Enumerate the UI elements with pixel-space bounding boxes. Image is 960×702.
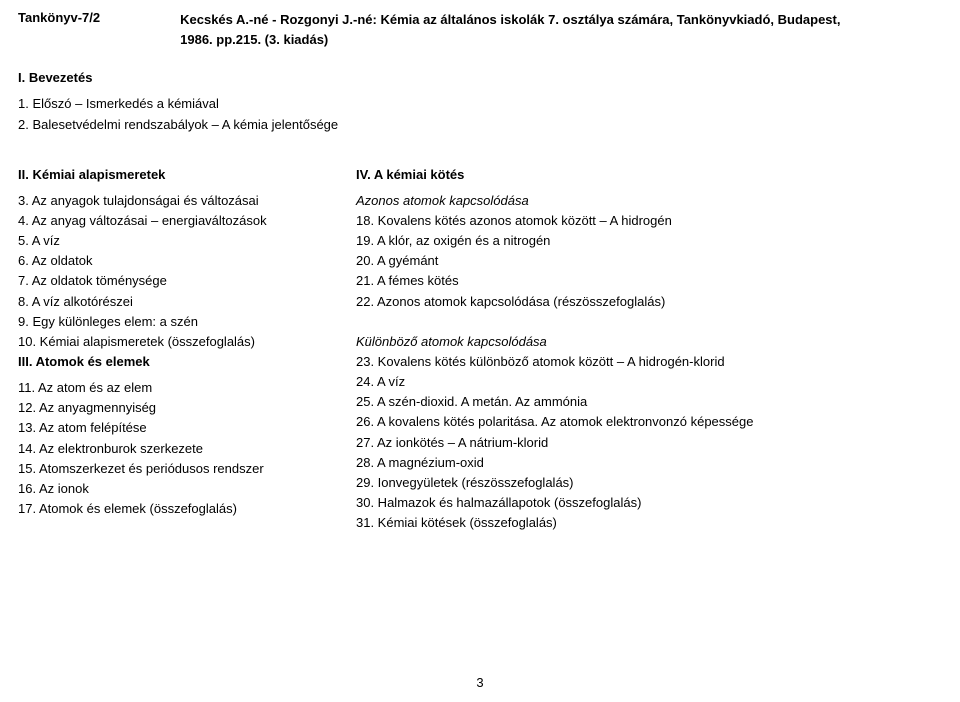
toc-item: 1. Előszó – Ismerkedés a kémiával: [18, 94, 942, 114]
toc-item: 22. Azonos atomok kapcsolódása (részössz…: [356, 292, 942, 312]
right-column: IV. A kémiai kötés Azonos atomok kapcsol…: [356, 165, 942, 534]
section-heading-iii: III. Atomok és elemek: [18, 352, 328, 372]
page-number: 3: [0, 675, 960, 690]
section-heading-iv: IV. A kémiai kötés: [356, 165, 942, 185]
left-column: II. Kémiai alapismeretek 3. Az anyagok t…: [18, 165, 328, 534]
toc-item: 5. A víz: [18, 231, 328, 251]
doc-label: Tankönyv-7/2: [18, 10, 100, 25]
toc-item: 16. Az ionok: [18, 479, 328, 499]
toc-item: 14. Az elektronburok szerkezete: [18, 439, 328, 459]
toc-subheading: Azonos atomok kapcsolódása: [356, 191, 942, 211]
toc-item: 25. A szén-dioxid. A metán. Az ammónia: [356, 392, 942, 412]
toc-item: 31. Kémiai kötések (összefoglalás): [356, 513, 942, 533]
toc-item: 18. Kovalens kötés azonos atomok között …: [356, 211, 942, 231]
toc-item: 15. Atomszerkezet és periódusos rendszer: [18, 459, 328, 479]
toc-item: 10. Kémiai alapismeretek (összefoglalás): [18, 332, 328, 352]
toc-item: 30. Halmazok és halmazállapotok (összefo…: [356, 493, 942, 513]
toc-item: 28. A magnézium-oxid: [356, 453, 942, 473]
toc-item: 11. Az atom és az elem: [18, 378, 328, 398]
doc-citation: Kecskés A.-né - Rozgonyi J.-né: Kémia az…: [180, 10, 840, 50]
toc-subheading: Különböző atomok kapcsolódása: [356, 332, 942, 352]
toc-item: 19. A klór, az oxigén és a nitrogén: [356, 231, 942, 251]
toc-item: 4. Az anyag változásai – energiaváltozás…: [18, 211, 328, 231]
citation-line: Kecskés A.-né - Rozgonyi J.-né: Kémia az…: [180, 10, 840, 30]
toc-item: 20. A gyémánt: [356, 251, 942, 271]
section-heading-ii: II. Kémiai alapismeretek: [18, 165, 328, 185]
toc-item: 8. A víz alkotórészei: [18, 292, 328, 312]
toc-item: 6. Az oldatok: [18, 251, 328, 271]
intro-section: I. Bevezetés 1. Előszó – Ismerkedés a ké…: [18, 68, 942, 134]
toc-item: 12. Az anyagmennyiség: [18, 398, 328, 418]
toc-spacer: [356, 312, 942, 332]
toc-item: 3. Az anyagok tulajdonságai és változása…: [18, 191, 328, 211]
toc-item: 2. Balesetvédelmi rendszabályok – A kémi…: [18, 115, 942, 135]
toc-item: 24. A víz: [356, 372, 942, 392]
citation-line: 1986. pp.215. (3. kiadás): [180, 30, 840, 50]
toc-item: 27. Az ionkötés – A nátrium-klorid: [356, 433, 942, 453]
toc-item: 29. Ionvegyületek (részösszefoglalás): [356, 473, 942, 493]
toc-item: 13. Az atom felépítése: [18, 418, 328, 438]
toc-item: 9. Egy különleges elem: a szén: [18, 312, 328, 332]
toc-item: 7. Az oldatok töménysége: [18, 271, 328, 291]
toc-item: 21. A fémes kötés: [356, 271, 942, 291]
toc-item: 17. Atomok és elemek (összefoglalás): [18, 499, 328, 519]
section-heading-i: I. Bevezetés: [18, 68, 942, 88]
toc-item: 23. Kovalens kötés különböző atomok közö…: [356, 352, 942, 372]
toc-item: 26. A kovalens kötés polaritása. Az atom…: [356, 412, 942, 432]
